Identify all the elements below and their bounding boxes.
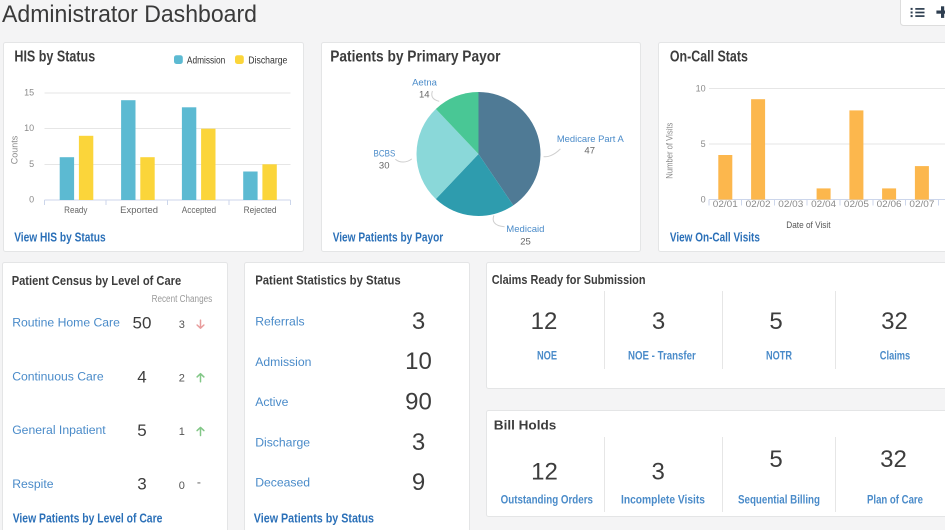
svg-text:14: 14 xyxy=(419,90,430,101)
svg-text:Rejected: Rejected xyxy=(244,205,277,215)
svg-text:10: 10 xyxy=(696,84,706,94)
svg-text:Ready: Ready xyxy=(64,205,88,215)
svg-text:Discharge: Discharge xyxy=(255,435,310,449)
svg-text:50: 50 xyxy=(133,314,152,333)
svg-text:Sequential Billing: Sequential Billing xyxy=(738,493,820,507)
svg-text:Outstanding Orders: Outstanding Orders xyxy=(501,493,594,507)
svg-text:Recent Changes: Recent Changes xyxy=(152,294,213,305)
svg-text:General Inpatient: General Inpatient xyxy=(12,423,106,437)
svg-text:Admission: Admission xyxy=(255,355,311,369)
svg-text:02/01: 02/01 xyxy=(713,199,738,209)
svg-text:02/03: 02/03 xyxy=(778,199,803,209)
svg-text:View On-Call Visits: View On-Call Visits xyxy=(670,230,760,245)
svg-text:Patient Census by Level of Car: Patient Census by Level of Care xyxy=(12,273,182,288)
svg-text:Patient Statistics by Status: Patient Statistics by Status xyxy=(255,273,401,288)
svg-text:90: 90 xyxy=(405,389,432,416)
svg-text:10: 10 xyxy=(405,348,432,375)
svg-text:View HIS by Status: View HIS by Status xyxy=(14,230,106,245)
svg-text:Deceased: Deceased xyxy=(255,476,310,490)
svg-text:02/02: 02/02 xyxy=(746,199,771,209)
svg-text:1: 1 xyxy=(179,426,185,438)
svg-text:25: 25 xyxy=(520,236,531,247)
svg-text:3: 3 xyxy=(179,319,185,331)
svg-text:Active: Active xyxy=(255,395,288,409)
svg-text:32: 32 xyxy=(881,308,908,335)
svg-text:3: 3 xyxy=(652,458,665,485)
svg-text:47: 47 xyxy=(584,146,595,157)
svg-text:Accepted: Accepted xyxy=(182,205,216,215)
svg-text:Bill Holds: Bill Holds xyxy=(494,419,557,433)
svg-text:Referrals: Referrals xyxy=(255,315,304,329)
svg-text:View Patients by Level of Care: View Patients by Level of Care xyxy=(13,511,163,526)
svg-text:0: 0 xyxy=(179,480,185,492)
svg-text:NOE - Transfer: NOE - Transfer xyxy=(628,349,696,363)
svg-text:Counts: Counts xyxy=(10,135,20,164)
svg-text:Respite: Respite xyxy=(12,477,54,491)
svg-text:0: 0 xyxy=(29,195,34,205)
svg-text:15: 15 xyxy=(24,87,34,97)
svg-text:02/04: 02/04 xyxy=(811,199,836,209)
svg-text:Claims: Claims xyxy=(880,349,911,363)
svg-text:3: 3 xyxy=(652,308,665,335)
svg-text:12: 12 xyxy=(531,308,558,335)
svg-text:02/07: 02/07 xyxy=(909,199,934,209)
svg-text:32: 32 xyxy=(880,446,907,473)
svg-text:Admission: Admission xyxy=(187,55,225,66)
svg-text:Administrator Dashboard: Administrator Dashboard xyxy=(2,1,257,28)
svg-text:5: 5 xyxy=(29,159,34,169)
svg-text:NOE: NOE xyxy=(537,349,557,363)
svg-text:NOTR: NOTR xyxy=(766,349,792,363)
svg-text:BCBS: BCBS xyxy=(374,149,396,160)
svg-text:10: 10 xyxy=(24,123,34,133)
svg-text:02/05: 02/05 xyxy=(844,199,869,209)
svg-text:Exported: Exported xyxy=(120,205,158,215)
svg-text:02/06: 02/06 xyxy=(877,199,902,209)
svg-text:View Patients by Payor: View Patients by Payor xyxy=(333,230,444,245)
svg-text:5: 5 xyxy=(769,308,782,335)
svg-text:On-Call Stats: On-Call Stats xyxy=(670,49,748,66)
svg-text:View Patients by Status: View Patients by Status xyxy=(254,511,374,526)
svg-text:Discharge: Discharge xyxy=(248,55,287,66)
svg-text:5: 5 xyxy=(769,446,782,473)
svg-text:5: 5 xyxy=(701,139,706,149)
svg-text:3: 3 xyxy=(412,308,425,335)
svg-text:Medicare Part A: Medicare Part A xyxy=(557,134,625,145)
svg-text:30: 30 xyxy=(379,161,390,172)
svg-text:3: 3 xyxy=(137,475,146,494)
svg-text:Number of Visits: Number of Visits xyxy=(665,122,675,178)
svg-text:Incomplete Visits: Incomplete Visits xyxy=(621,493,705,507)
svg-text:Medicaid: Medicaid xyxy=(506,224,544,235)
svg-text:Continuous Care: Continuous Care xyxy=(12,369,104,383)
svg-text:Patients by Primary Payor: Patients by Primary Payor xyxy=(330,49,500,66)
svg-text:9: 9 xyxy=(412,469,425,496)
svg-text:12: 12 xyxy=(531,458,558,485)
svg-text:Date of Visit: Date of Visit xyxy=(786,220,831,231)
svg-text:Claims Ready for Submission: Claims Ready for Submission xyxy=(492,272,646,287)
svg-text:Routine Home Care: Routine Home Care xyxy=(12,316,120,330)
svg-text:4: 4 xyxy=(137,367,146,386)
svg-text:0: 0 xyxy=(701,195,706,205)
svg-text:Aetna: Aetna xyxy=(412,78,438,89)
svg-text:Plan of Care: Plan of Care xyxy=(867,493,923,507)
svg-text:HIS by Status: HIS by Status xyxy=(14,49,95,66)
svg-text:3: 3 xyxy=(412,429,425,456)
svg-text:2: 2 xyxy=(179,373,185,385)
svg-text:5: 5 xyxy=(137,421,146,440)
